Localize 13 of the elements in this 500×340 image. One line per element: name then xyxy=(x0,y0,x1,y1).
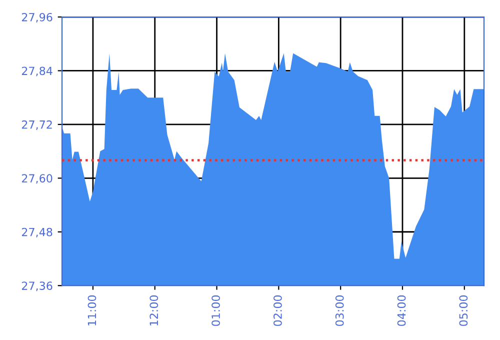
x-tick-label: 12:00 xyxy=(150,295,158,326)
y-tick-label: 27,72 xyxy=(22,120,52,130)
x-tick-label: 01:00 xyxy=(212,295,220,326)
y-tick-label: 27,96 xyxy=(22,12,52,23)
x-tick-label: 03:00 xyxy=(335,295,344,326)
y-tick-label: 27,84 xyxy=(22,66,52,76)
y-tick-label: 27,36 xyxy=(22,282,52,292)
x-tick-label: 11:00 xyxy=(88,295,96,326)
y-tick-label: 27,48 xyxy=(22,228,52,238)
x-tick-label: 04:00 xyxy=(397,295,406,326)
y-tick-label: 27,60 xyxy=(22,174,52,184)
x-tick-label: 02:00 xyxy=(273,295,282,326)
x-tick-label: 05:00 xyxy=(459,295,468,326)
